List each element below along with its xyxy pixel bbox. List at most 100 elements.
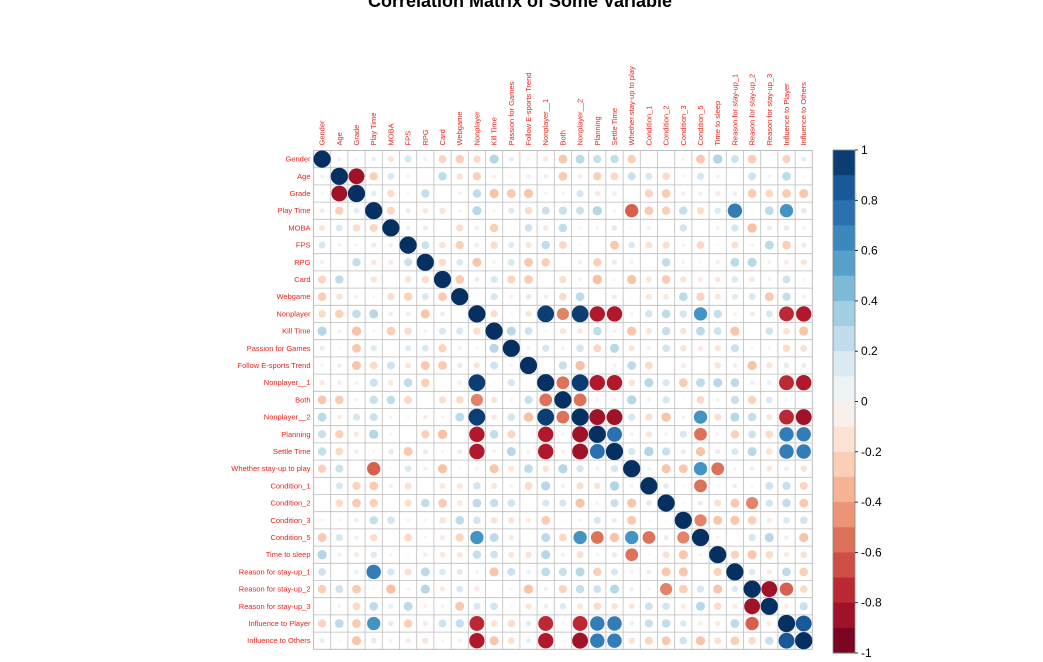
legend-tick-label: 0.4 [861, 294, 878, 308]
correlation-circle [767, 346, 771, 350]
correlation-circle [438, 344, 447, 353]
correlation-circle [625, 548, 639, 562]
correlation-circle [420, 584, 430, 594]
correlation-circle [492, 260, 497, 265]
correlation-circle [330, 167, 348, 185]
correlation-circle [766, 621, 772, 626]
correlation-circle [473, 516, 481, 525]
correlation-circle [509, 397, 514, 402]
column-label: Settle Time [610, 108, 619, 146]
correlation-circle [628, 603, 635, 610]
correlation-circle [731, 293, 738, 300]
correlation-circle [576, 206, 585, 215]
correlation-circle [405, 345, 412, 352]
correlation-circle [629, 621, 635, 626]
correlation-circle [730, 395, 740, 405]
correlation-circle [509, 483, 514, 488]
column-label: Condition_3 [679, 105, 688, 145]
correlation-circle [422, 225, 428, 231]
correlation-circle [800, 259, 807, 266]
correlation-circle [630, 226, 633, 230]
correlation-circle [677, 531, 690, 544]
correlation-circle [352, 224, 361, 232]
correlation-circle [337, 157, 342, 162]
correlation-circle [766, 380, 772, 386]
correlation-circle [489, 567, 499, 577]
correlation-circle [782, 189, 791, 198]
correlation-circle [606, 375, 623, 391]
correlation-circle [472, 206, 482, 216]
correlation-circle [317, 395, 327, 405]
correlation-circle [748, 533, 756, 542]
correlation-circle [715, 535, 720, 540]
correlation-circle [765, 430, 774, 439]
correlation-circle [779, 582, 794, 596]
correlation-circle [421, 241, 430, 250]
correlation-circle [746, 497, 759, 510]
correlation-circle [386, 361, 395, 370]
correlation-circle [596, 364, 599, 367]
legend-tick-label: -0.6 [861, 545, 882, 559]
correlation-circle [630, 295, 633, 298]
correlation-circle [590, 616, 605, 631]
correlation-circle [352, 619, 361, 628]
correlation-circle [801, 226, 806, 230]
correlation-circle [730, 636, 740, 645]
correlation-circle [748, 568, 756, 576]
correlation-circle [645, 172, 653, 180]
correlation-circle [317, 464, 327, 473]
correlation-circle [795, 615, 812, 632]
correlation-circle [765, 189, 774, 198]
correlation-circle [541, 258, 550, 267]
correlation-circle [542, 225, 549, 231]
correlation-circle [489, 223, 499, 233]
correlation-circle [369, 498, 378, 508]
correlation-circle [593, 172, 602, 181]
correlation-circle [749, 276, 755, 283]
correlation-circle [544, 329, 547, 333]
correlation-circle [474, 586, 480, 592]
correlation-circle [422, 448, 429, 455]
correlation-circle [558, 567, 568, 577]
correlation-circle [492, 449, 497, 454]
correlation-circle [336, 293, 343, 300]
correlation-circle [694, 427, 707, 441]
column-label: Webgame [455, 111, 464, 145]
correlation-circle [607, 426, 622, 442]
correlation-circle [646, 569, 652, 575]
correlation-circle [730, 619, 740, 628]
correlation-circle [490, 517, 498, 524]
column-label: Reason for stay-up_1 [730, 74, 739, 146]
correlation-circle [731, 276, 739, 283]
correlation-circle [647, 553, 651, 556]
legend-color-step [833, 502, 855, 528]
correlation-circle [510, 227, 513, 229]
correlation-circle [490, 361, 499, 370]
correlation-circle [523, 584, 534, 594]
correlation-circle [441, 227, 444, 229]
correlation-circle [543, 191, 548, 196]
correlation-circle [404, 155, 412, 163]
correlation-circle [489, 636, 499, 646]
correlation-circle [469, 616, 485, 631]
correlation-circle [370, 551, 377, 558]
correlation-circle [680, 448, 686, 455]
correlation-circle [730, 412, 740, 422]
correlation-circle [715, 432, 720, 437]
correlation-circle [456, 482, 463, 489]
correlation-circle [766, 465, 773, 472]
correlation-circle [543, 294, 548, 299]
correlation-circle [388, 311, 394, 317]
correlation-circle [644, 189, 654, 198]
correlation-circle [347, 184, 366, 203]
column-label: Time to sleep [713, 101, 722, 146]
correlation-circle [783, 327, 790, 335]
correlation-circle [387, 156, 394, 163]
correlation-circle [438, 155, 447, 164]
correlation-circle [538, 633, 554, 649]
correlation-circle [595, 226, 600, 230]
correlation-circle [472, 550, 482, 559]
correlation-circle [405, 225, 411, 231]
correlation-circle [525, 603, 532, 610]
correlation-circle [543, 174, 548, 179]
